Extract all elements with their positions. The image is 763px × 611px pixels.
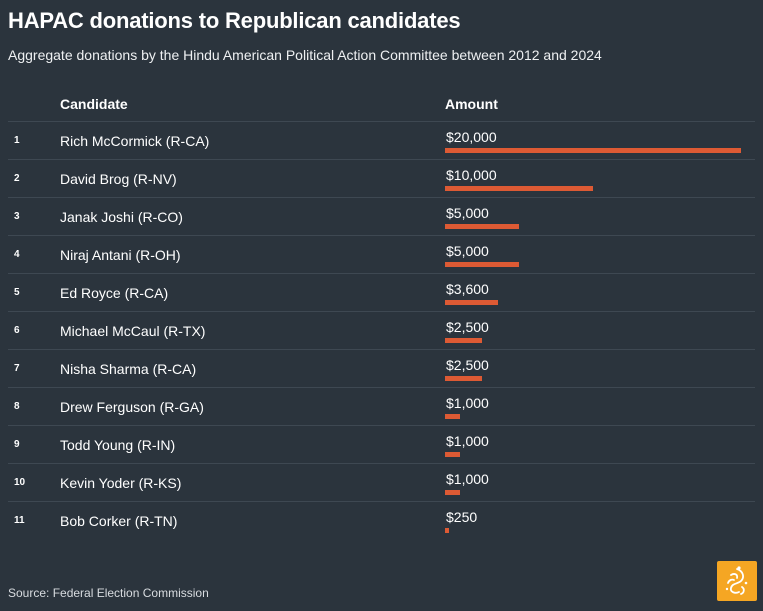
donation-bar: [445, 224, 519, 229]
row-amount-label: $2,500: [446, 319, 489, 335]
row-rank: 4: [14, 249, 20, 260]
row-amount-label: $5,000: [446, 243, 489, 259]
row-candidate: Nisha Sharma (R-CA): [60, 361, 197, 377]
row-rank: 8: [14, 401, 20, 412]
row-candidate: Niraj Antani (R-OH): [60, 247, 181, 263]
table-row: 11 Bob Corker (R-TN) $250: [8, 502, 755, 539]
donation-bar: [445, 528, 449, 533]
table-row: 5 Ed Royce (R-CA) $3,600: [8, 274, 755, 312]
donations-table: Candidate Amount 1 Rich McCormick (R-CA) $…: [8, 86, 755, 539]
row-candidate: Todd Young (R-IN): [60, 437, 176, 453]
chart-subtitle: Aggregate donations by the Hindu America…: [8, 47, 602, 63]
row-amount-label: $2,500: [446, 357, 489, 373]
row-candidate: Rich McCormick (R-CA): [60, 133, 210, 149]
chart-title: HAPAC donations to Republican candidates: [8, 8, 461, 33]
table-row: 2 David Brog (R-NV) $10,000: [8, 160, 755, 198]
row-amount-label: $250: [446, 509, 478, 525]
row-rank: 6: [14, 325, 20, 336]
row-rank: 2: [14, 173, 20, 184]
donation-bar: [445, 452, 460, 457]
table-row: 6 Michael McCaul (R-TX) $2,500: [8, 312, 755, 350]
table-row: 7 Nisha Sharma (R-CA) $2,500: [8, 350, 755, 388]
donation-bar: [445, 186, 593, 191]
donation-bar: [445, 338, 482, 343]
row-amount-label: $20,000: [446, 129, 497, 145]
row-candidate: Drew Ferguson (R-GA): [60, 399, 204, 415]
row-amount-label: $5,000: [446, 205, 489, 221]
table-row: 10 Kevin Yoder (R-KS) $1,000: [8, 464, 755, 502]
table-row: 1 Rich McCormick (R-CA) $20,000: [8, 122, 755, 160]
row-candidate: Michael McCaul (R-TX): [60, 323, 206, 339]
donation-bar: [445, 300, 498, 305]
donation-bar: [445, 262, 519, 267]
row-candidate: Kevin Yoder (R-KS): [60, 475, 182, 491]
table-row: 3 Janak Joshi (R-CO) $5,000: [8, 198, 755, 236]
table-header: Candidate Amount: [8, 86, 755, 122]
row-rank: 5: [14, 287, 20, 298]
source-note: Source: Federal Election Commission: [8, 586, 209, 600]
donation-bar: [445, 414, 460, 419]
row-amount-label: $1,000: [446, 471, 489, 487]
table-row: 4 Niraj Antani (R-OH) $5,000: [8, 236, 755, 274]
donation-bar: [445, 148, 741, 153]
column-header-amount: Amount: [445, 96, 498, 112]
row-rank: 7: [14, 363, 20, 374]
donation-bar: [445, 376, 482, 381]
row-rank: 10: [14, 477, 26, 488]
table-row: 8 Drew Ferguson (R-GA) $1,000: [8, 388, 755, 426]
row-rank: 3: [14, 211, 20, 222]
row-rank: 11: [14, 515, 25, 526]
al-jazeera-logo-icon: [717, 561, 757, 601]
table-row: 9 Todd Young (R-IN) $1,000: [8, 426, 755, 464]
row-candidate: Bob Corker (R-TN): [60, 513, 178, 529]
row-candidate: Ed Royce (R-CA): [60, 285, 169, 301]
donation-bar: [445, 490, 460, 495]
row-amount-label: $1,000: [446, 433, 489, 449]
row-rank: 1: [14, 135, 20, 146]
row-amount-label: $1,000: [446, 395, 489, 411]
row-candidate: David Brog (R-NV): [60, 171, 177, 187]
row-candidate: Janak Joshi (R-CO): [60, 209, 183, 225]
column-header-candidate: Candidate: [60, 96, 128, 112]
row-rank: 9: [14, 439, 20, 450]
table-body: 1 Rich McCormick (R-CA) $20,000 2 David Brog…: [8, 122, 755, 539]
row-amount-label: $3,600: [446, 281, 489, 297]
row-amount-label: $10,000: [446, 167, 497, 183]
